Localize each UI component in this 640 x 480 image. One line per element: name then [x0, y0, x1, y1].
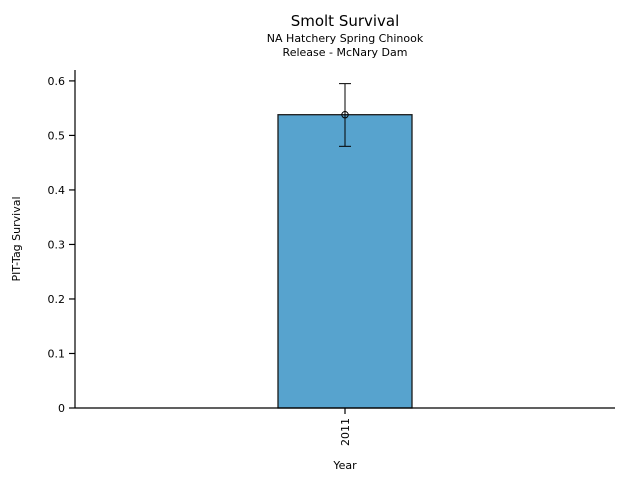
y-tick-label: 0.6 — [48, 75, 66, 88]
y-tick-label: 0.4 — [48, 184, 66, 197]
y-axis-ticks-group: 0 0.1 0.2 0.3 0.4 0.5 0.6 — [48, 75, 75, 415]
y-tick-label: 0.1 — [48, 347, 66, 360]
y-tick-label: 0.3 — [48, 238, 66, 251]
y-tick-label: 0.5 — [48, 129, 66, 142]
bars-group — [277, 114, 413, 409]
mean-marker — [341, 111, 349, 119]
y-tick-label: 0 — [58, 402, 65, 415]
chart-subtitle-line1: NA Hatchery Spring Chinook — [267, 32, 424, 45]
x-tick-label: 2011 — [339, 418, 352, 446]
chart-title: Smolt Survival — [291, 12, 400, 30]
y-axis-label: PIT-Tag Survival — [10, 196, 23, 281]
error-bars-group — [339, 83, 351, 147]
y-tick-label: 0.2 — [48, 293, 66, 306]
bar — [277, 114, 413, 409]
x-axis-label: Year — [332, 459, 357, 472]
chart-subtitle-line2: Release - McNary Dam — [283, 46, 408, 59]
x-axis-ticks-group: 2011 — [339, 408, 352, 446]
